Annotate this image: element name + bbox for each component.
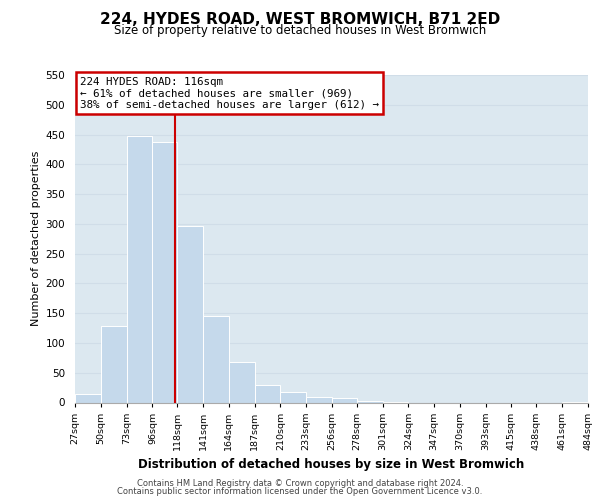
Bar [101,326,127,402]
Text: 224, HYDES ROAD, WEST BROMWICH, B71 2ED: 224, HYDES ROAD, WEST BROMWICH, B71 2ED [100,12,500,28]
Bar [127,136,152,402]
Bar [229,362,254,403]
Y-axis label: Number of detached properties: Number of detached properties [31,151,41,326]
Bar [332,398,357,402]
Text: 224 HYDES ROAD: 116sqm
← 61% of detached houses are smaller (969)
38% of semi-de: 224 HYDES ROAD: 116sqm ← 61% of detached… [80,76,379,110]
Bar [306,396,332,402]
Bar [177,226,203,402]
Text: Contains HM Land Registry data © Crown copyright and database right 2024.: Contains HM Land Registry data © Crown c… [137,478,463,488]
Bar [280,392,306,402]
Text: Contains public sector information licensed under the Open Government Licence v3: Contains public sector information licen… [118,487,482,496]
Bar [152,142,177,402]
Bar [75,394,101,402]
Bar [203,316,229,402]
Text: Size of property relative to detached houses in West Bromwich: Size of property relative to detached ho… [114,24,486,37]
Bar [254,384,280,402]
X-axis label: Distribution of detached houses by size in West Bromwich: Distribution of detached houses by size … [139,458,524,471]
